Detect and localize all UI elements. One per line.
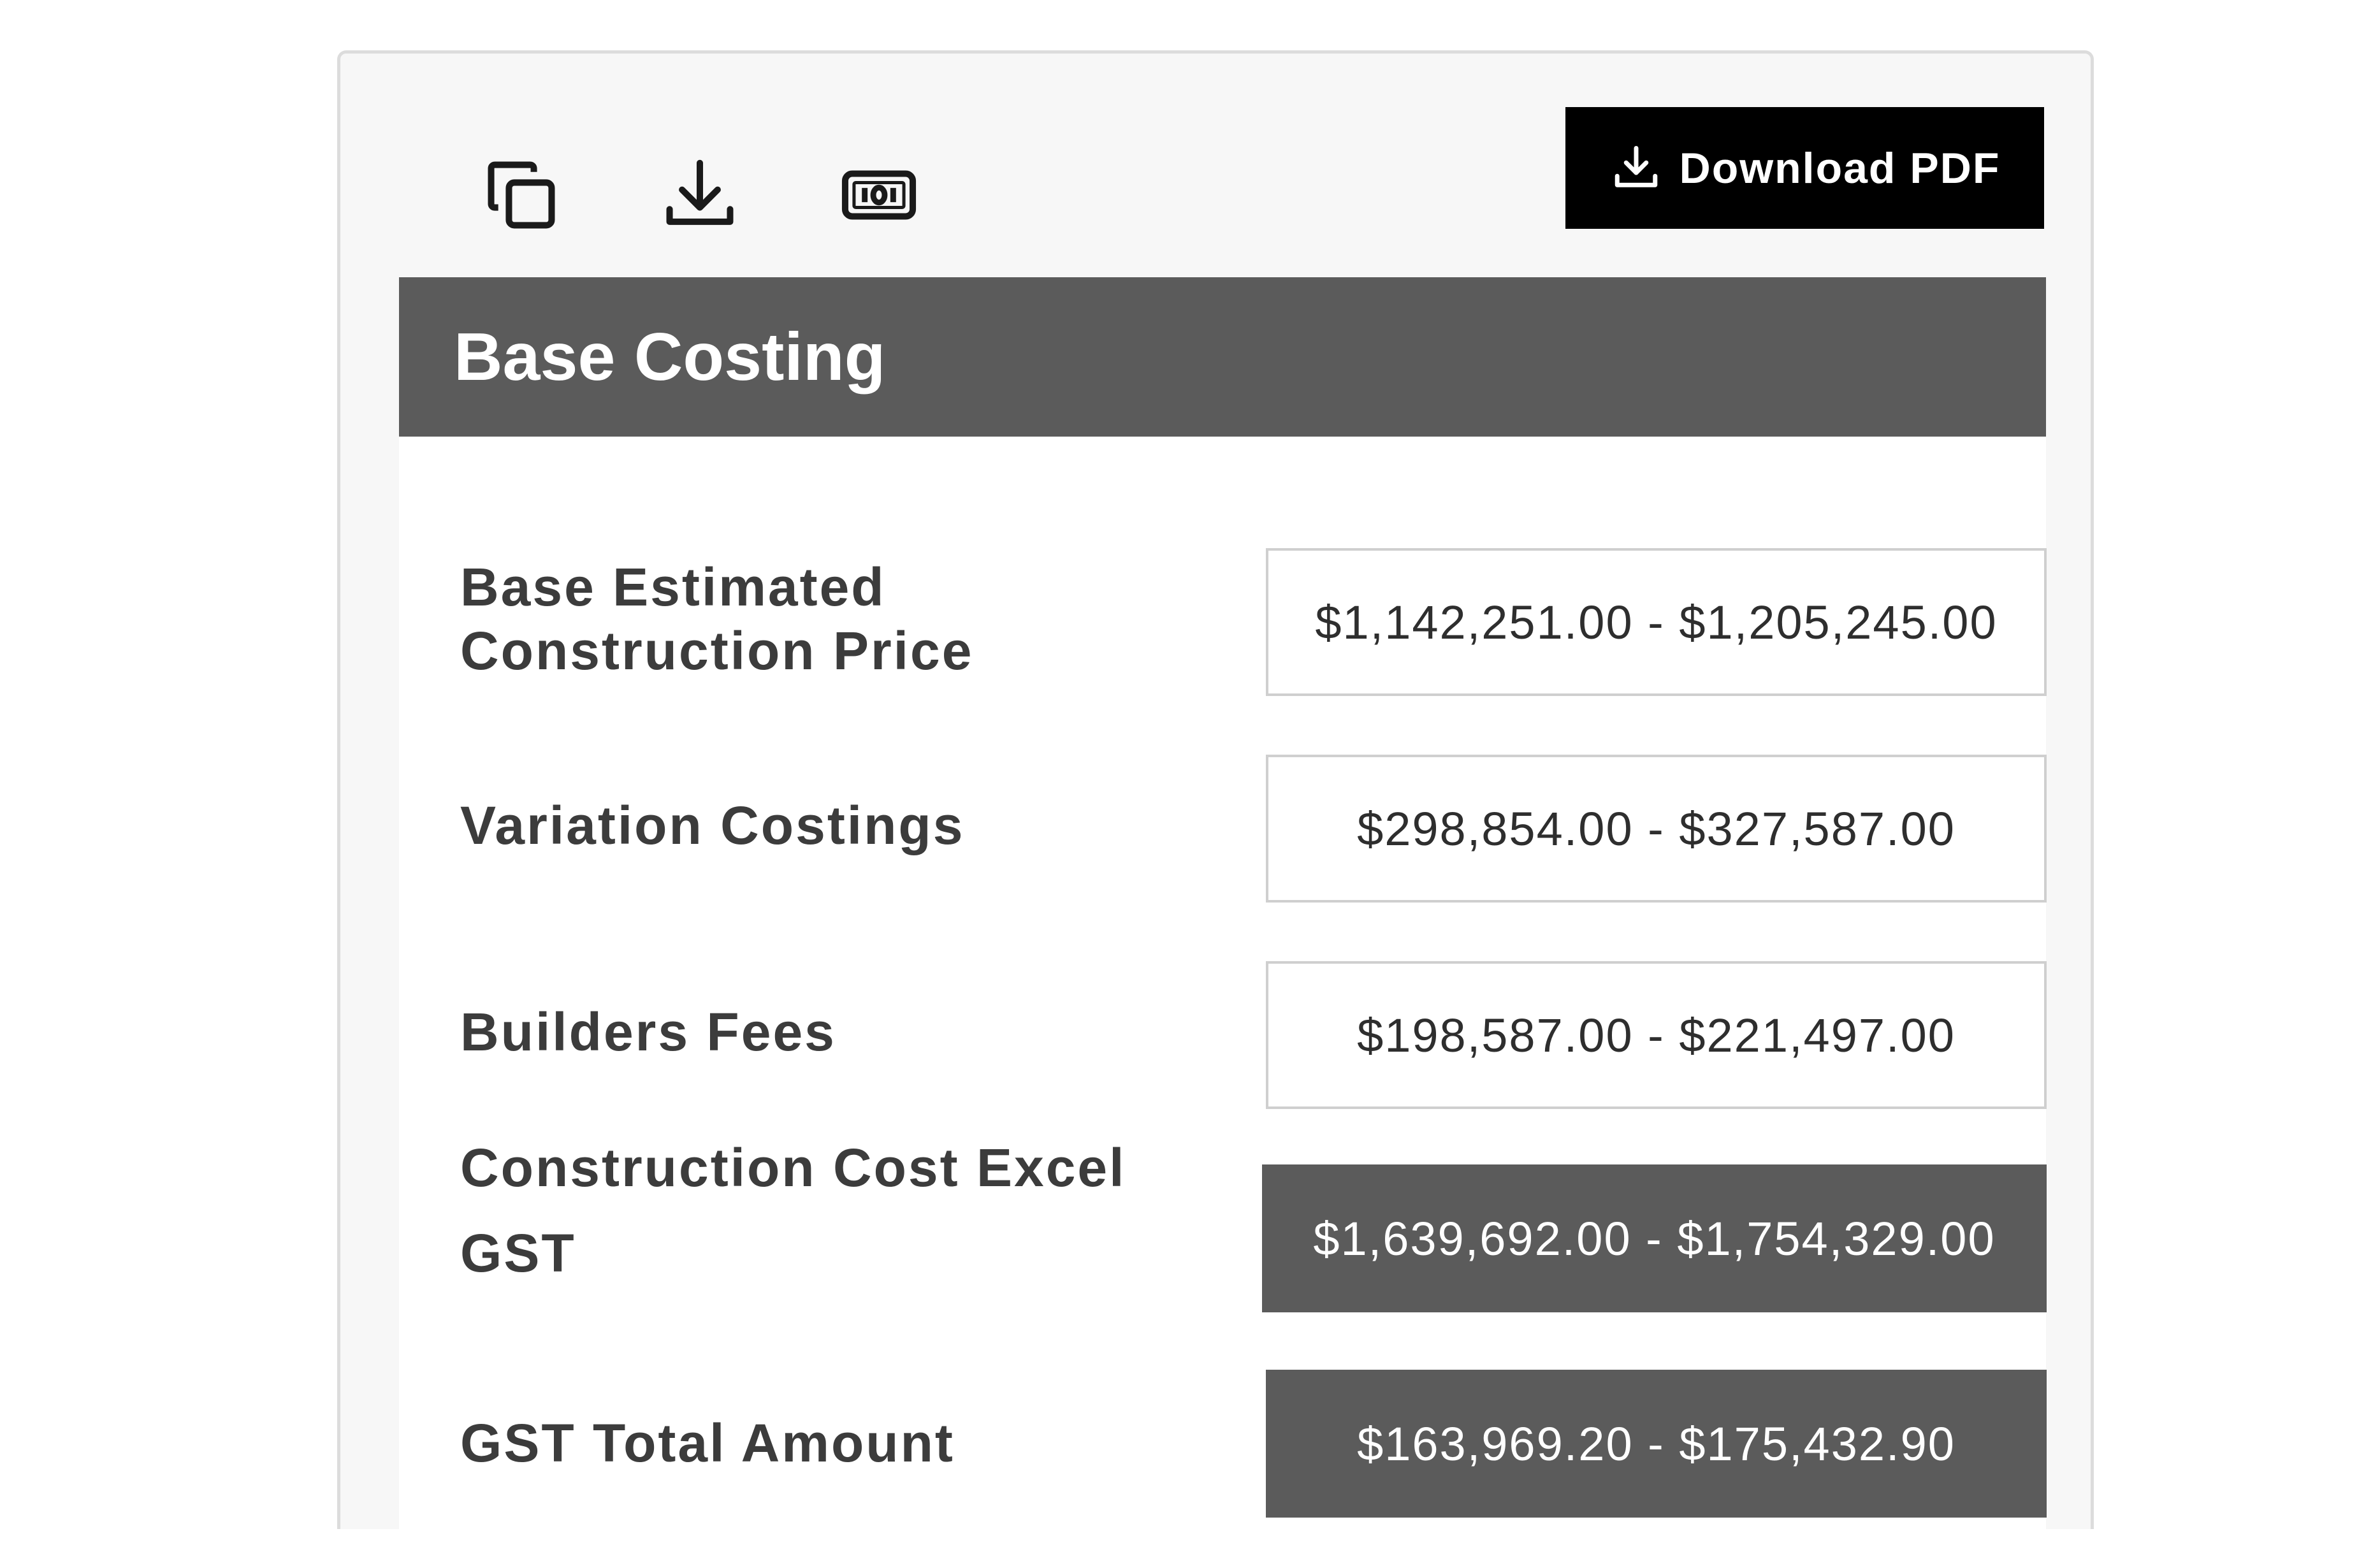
row-label-base-estimated-construction-price: Base Estimated Construction Price — [460, 557, 974, 681]
value-construction-cost-excel-gst: $1,639,692.00 - $1,754,329.00 — [1262, 1164, 2047, 1312]
value-variation-costings: $298,854.00 - $327,587.00 — [1266, 755, 2047, 903]
copy-icon — [488, 161, 555, 229]
money-button[interactable] — [815, 131, 943, 259]
copy-button[interactable] — [458, 131, 585, 259]
money-icon — [841, 170, 917, 220]
row-label-gst-total-amount: GST Total Amount — [460, 1413, 955, 1473]
download-icon — [1614, 145, 1657, 187]
download-pdf-label: Download PDF — [1679, 143, 2001, 192]
row-label-construction-cost-excel-gst: Construction Cost Excel GST — [460, 1138, 1126, 1283]
download-icon — [666, 159, 734, 225]
value-gst-total-amount: $163,969.20 - $175,432.90 — [1266, 1370, 2047, 1518]
row-label-builders-fees: Builders Fees — [460, 1002, 836, 1062]
download-button[interactable] — [636, 131, 764, 259]
base-costing-card: Base Costing Base Estimated Construction… — [399, 277, 2047, 1552]
row-label-variation-costings: Variation Costings — [460, 795, 965, 855]
download-pdf-button[interactable]: Download PDF — [1565, 107, 2044, 229]
value-builders-fees: $198,587.00 - $221,497.00 — [1266, 961, 2047, 1109]
costing-panel: Download PDF Base Costing Base Estimated… — [337, 50, 2094, 1552]
value-base-estimated-construction-price: $1,142,251.00 - $1,205,245.00 — [1266, 548, 2047, 696]
card-title: Base Costing — [399, 277, 2046, 437]
